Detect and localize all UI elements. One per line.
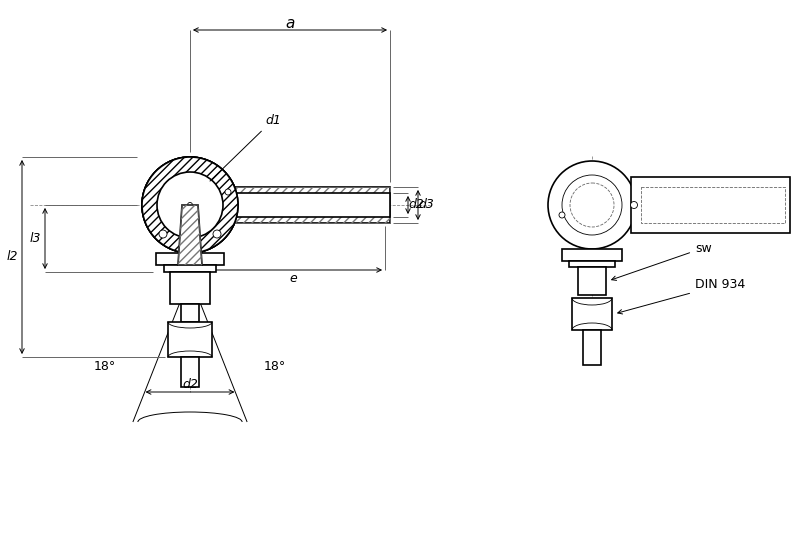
Bar — [168, 322, 212, 357]
Bar — [569, 261, 615, 267]
Bar — [170, 272, 210, 304]
Text: d2: d2 — [408, 199, 424, 211]
Circle shape — [142, 157, 238, 253]
Text: d3: d3 — [418, 199, 434, 211]
Bar — [195, 193, 390, 217]
Text: sw: sw — [612, 241, 712, 280]
Circle shape — [142, 157, 238, 253]
Bar — [578, 267, 606, 295]
Bar — [631, 177, 790, 233]
Bar — [156, 253, 224, 265]
Text: a: a — [286, 16, 294, 31]
Polygon shape — [178, 205, 202, 265]
Text: e: e — [290, 271, 298, 285]
Circle shape — [213, 230, 221, 238]
Text: 18°: 18° — [264, 361, 286, 374]
Text: d2: d2 — [182, 379, 198, 391]
Bar — [190, 187, 390, 223]
Circle shape — [187, 203, 193, 208]
Circle shape — [157, 172, 223, 238]
Text: DIN 934: DIN 934 — [618, 279, 746, 314]
Circle shape — [562, 175, 622, 235]
Circle shape — [157, 172, 223, 238]
Bar — [164, 265, 216, 272]
Text: l3: l3 — [30, 232, 41, 245]
Circle shape — [559, 212, 565, 218]
Text: l2: l2 — [6, 250, 18, 264]
Circle shape — [548, 161, 636, 249]
Bar — [181, 357, 199, 387]
Text: d1: d1 — [210, 114, 281, 181]
Circle shape — [570, 183, 614, 227]
Bar — [181, 304, 199, 322]
Bar — [190, 187, 390, 223]
Circle shape — [159, 230, 167, 238]
Circle shape — [225, 189, 231, 195]
Bar — [572, 298, 612, 330]
Circle shape — [142, 157, 238, 253]
Bar — [641, 187, 785, 223]
Circle shape — [630, 201, 638, 209]
Text: 18°: 18° — [94, 361, 116, 374]
Bar — [583, 330, 601, 365]
Bar — [562, 249, 622, 261]
Circle shape — [142, 157, 238, 253]
